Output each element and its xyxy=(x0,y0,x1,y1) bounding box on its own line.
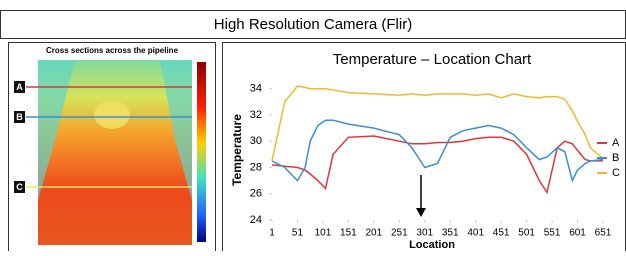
chart-panel xyxy=(223,43,626,252)
x-tick-label: 601 xyxy=(569,228,586,239)
y-axis-title: Temperature xyxy=(230,114,244,186)
x-tick-label: 1 xyxy=(269,228,275,239)
x-axis-title: Location xyxy=(409,239,455,251)
y-tick-label: 32 xyxy=(250,109,262,121)
page: High Resolution Camera (Flir) Cross sect… xyxy=(0,0,626,251)
x-tick-label: 451 xyxy=(493,228,510,239)
y-tick-label: 28 xyxy=(250,161,262,173)
x-tick-label: 351 xyxy=(442,228,459,239)
x-tick-label: 401 xyxy=(467,228,484,239)
y-tick-label: 24 xyxy=(250,214,262,226)
chart-title: Temperature – Location Chart xyxy=(333,51,532,68)
legend-label: C xyxy=(612,167,620,179)
x-tick-label: 251 xyxy=(391,228,408,239)
x-tick-label: 101 xyxy=(315,228,332,239)
x-tick-label: 151 xyxy=(340,228,357,239)
y-tick-label: 34 xyxy=(250,83,262,95)
x-tick-label: 551 xyxy=(544,228,561,239)
hot-spot xyxy=(94,101,130,129)
header-title: High Resolution Camera (Flir) xyxy=(214,16,412,33)
x-tick-label: 301 xyxy=(416,228,433,239)
x-tick-label: 501 xyxy=(518,228,535,239)
section-label: B xyxy=(16,112,23,122)
colorbar xyxy=(197,62,206,242)
section-label: A xyxy=(16,82,23,92)
x-tick-label: 201 xyxy=(366,228,383,239)
legend-label: B xyxy=(612,152,619,164)
y-tick-label: 26 xyxy=(250,188,262,200)
y-tick-label: 30 xyxy=(250,135,262,147)
x-tick-label: 651 xyxy=(595,228,612,239)
legend-label: A xyxy=(612,137,620,149)
image-title: Cross sections across the pipeline xyxy=(46,46,179,55)
x-tick-label: 51 xyxy=(292,228,304,239)
section-label: C xyxy=(16,182,23,192)
